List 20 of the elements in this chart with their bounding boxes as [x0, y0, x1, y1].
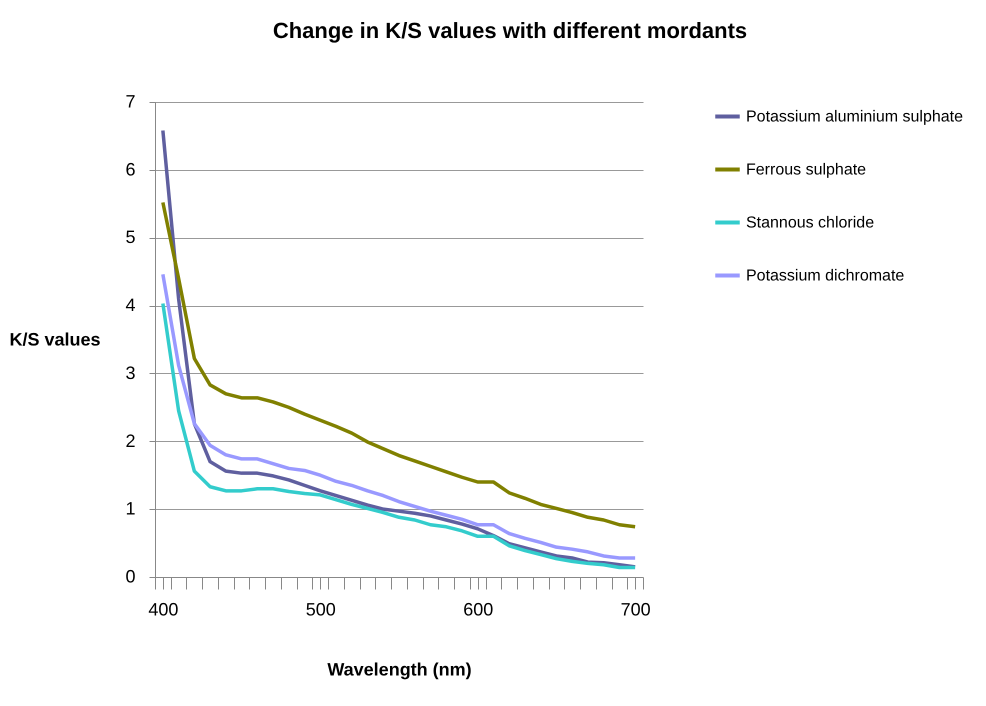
y-tick-label: 7: [125, 92, 136, 112]
x-tick-label: 700: [620, 600, 651, 620]
x-axis-title: Wavelength (nm): [327, 660, 472, 680]
y-tick-label: 3: [125, 362, 136, 383]
y-tick-label: 6: [125, 159, 136, 180]
x-tick-label: 600: [463, 600, 494, 620]
legend-label: Potassium dichromate: [746, 268, 904, 284]
y-tick-label: 0: [125, 566, 136, 586]
y-axis-title: K/S values: [10, 330, 101, 350]
x-tick-label: 400: [148, 600, 178, 620]
y-tick-label: 2: [125, 430, 136, 451]
legend-label: Ferrous sulphate: [746, 162, 866, 178]
legend-label: Potassium aluminium sulphate: [746, 108, 964, 126]
x-tick-label: 500: [306, 600, 336, 620]
y-tick-label: 1: [125, 498, 136, 519]
y-tick-label: 5: [125, 227, 136, 248]
y-tick-label: 4: [125, 295, 136, 316]
line-series: [161, 200, 637, 529]
chart-title: Change in K/S values with different mordants: [272, 18, 748, 43]
legend-label: Stannous chloride: [746, 214, 874, 232]
